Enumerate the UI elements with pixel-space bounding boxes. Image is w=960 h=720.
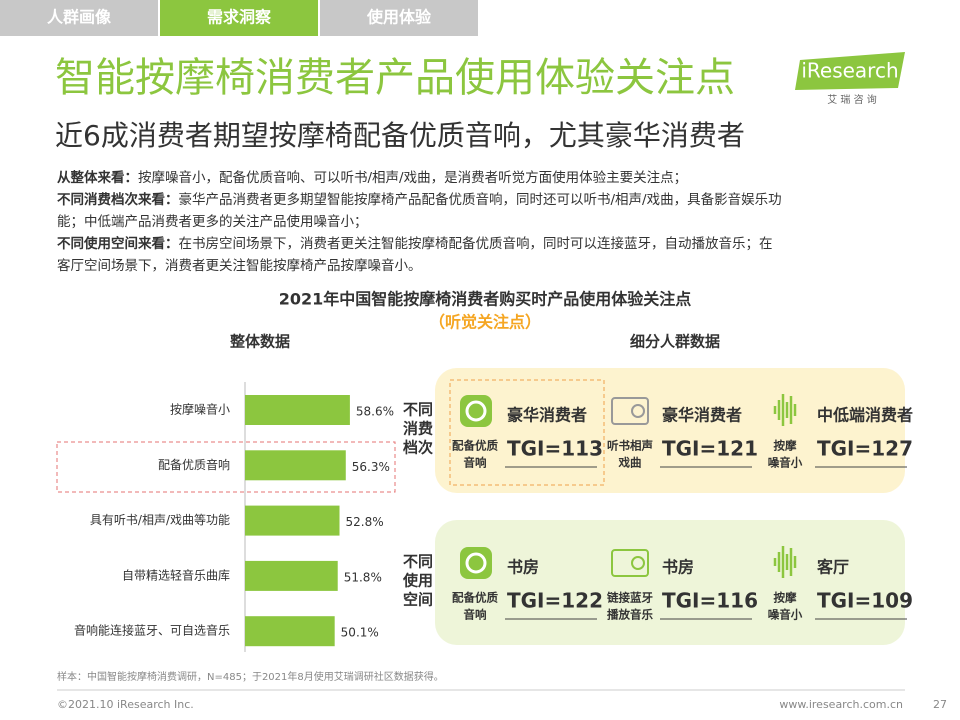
icon-label: 噪音小 (768, 608, 803, 622)
icon (460, 395, 492, 427)
right-heading: 细分人群数据 (630, 333, 720, 351)
paragraph-line: 不同使用空间来看：在书房空间场景下，消费者更关注智能按摩椅配备优质音响，同时可以… (57, 235, 773, 252)
icon (611, 397, 649, 425)
tgi: TGI=109 (817, 589, 913, 613)
tab-label: 需求洞察 (207, 8, 272, 27)
tgi: TGI=127 (817, 437, 913, 461)
icon-label: 按摩 (774, 591, 797, 605)
icon-label: 配备优质 (452, 591, 498, 605)
paragraph-line: 不同消费档次来看：豪华产品消费者更多期望智能按摩椅产品配备优质音响，同时还可以听… (57, 191, 782, 208)
page-number: 27 (933, 698, 947, 711)
icon (611, 549, 649, 577)
category-label: 配备优质音响 (158, 457, 230, 472)
icon-label: 音响 (464, 456, 487, 470)
paragraph-text: 能；中低端产品消费者更多的关注产品使用噪音小； (57, 213, 368, 230)
group-label: 档次 (403, 439, 433, 457)
paragraph-line: 客厅空间场景下，消费者更关注智能按摩椅产品按摩噪音小。 (57, 257, 422, 274)
brand-shape (795, 52, 905, 90)
category-label: 按摩噪音小 (170, 402, 230, 417)
paragraph-label: 不同消费档次来看： (57, 191, 179, 208)
value-label: 50.1% (341, 626, 379, 640)
bar (245, 395, 350, 425)
tgi: TGI=122 (507, 589, 603, 613)
bar (245, 560, 338, 591)
icon-label: 播放音乐 (607, 608, 653, 622)
segment-tag: 豪华消费者 (662, 406, 742, 425)
group-label: 不同 (403, 401, 433, 419)
segment-tag: 书房 (662, 558, 694, 577)
tab-label: 使用体验 (366, 8, 432, 27)
paragraph-label: 从整体来看： (57, 169, 138, 186)
left-heading: 整体数据 (230, 333, 290, 351)
icon (631, 404, 645, 418)
panel (435, 368, 905, 493)
group-label: 消费 (403, 420, 433, 438)
value-label: 51.8% (344, 570, 382, 584)
paragraph-text: 在书房空间场景下，消费者更关注智能按摩椅配备优质音响，同时可以连接蓝牙，自动播放… (179, 235, 773, 252)
bar (245, 616, 335, 647)
value-label: 58.6% (356, 405, 394, 419)
icon (465, 552, 487, 574)
group-label: 不同 (403, 553, 433, 571)
website: www.iresearch.com.cn (779, 698, 903, 711)
category-label: 自带精选轻音乐曲库 (122, 567, 230, 582)
paragraph-text: 按摩噪音小，配备优质音响、可以听书/相声/戏曲，是消费者听觉方面使用体验主要关注… (138, 169, 687, 186)
bar (245, 450, 346, 481)
paragraph-line: 能；中低端产品消费者更多的关注产品使用噪音小； (57, 213, 368, 230)
brand-sub: 艾 瑞 咨 询 (827, 93, 877, 106)
icon-label: 噪音小 (768, 456, 803, 470)
tab (0, 0, 158, 36)
icon-label: 音响 (464, 608, 487, 622)
tab (320, 0, 478, 36)
segment-tag: 豪华消费者 (507, 406, 587, 425)
chart-title: 2021年中国智能按摩椅消费者购买时产品使用体验关注点 (279, 290, 692, 309)
tgi: TGI=113 (507, 437, 603, 461)
icon-label: 戏曲 (618, 456, 642, 470)
tgi: TGI=121 (662, 437, 758, 461)
icon (460, 547, 492, 579)
tab-label: 人群画像 (47, 8, 112, 27)
icon-label: 链接蓝牙 (607, 591, 653, 605)
tgi: TGI=116 (662, 589, 758, 613)
category-label: 具有听书/相声/戏曲等功能 (90, 513, 230, 527)
group-label: 使用 (402, 572, 433, 590)
icon-label: 按摩 (774, 439, 797, 453)
segment-tag: 客厅 (817, 558, 849, 577)
group-label: 空间 (403, 591, 433, 609)
footnote: 样本：中国智能按摩椅消费调研，N=485；于2021年8月使用艾瑞调研社区数据获… (57, 670, 444, 683)
subtitle: 近6成消费者期望按摩椅配备优质音响，尤其豪华消费者 (55, 119, 745, 152)
icon (631, 556, 645, 570)
icon (465, 400, 487, 422)
icon-label: 听书相声 (607, 439, 653, 453)
paragraph-text: 豪华产品消费者更多期望智能按摩椅产品配备优质音响，同时还可以听书/相声/戏曲，具… (179, 191, 782, 208)
tab (160, 0, 318, 36)
brand-name: iResearch (801, 59, 898, 83)
segment-tag: 书房 (507, 558, 539, 577)
highlight-box (56, 441, 396, 493)
paragraph-label: 不同使用空间来看： (57, 235, 179, 252)
value-label: 56.3% (352, 460, 390, 474)
title: 智能按摩椅消费者产品使用体验关注点 (55, 55, 735, 101)
bar (245, 505, 340, 536)
category-label: 音响能连接蓝牙、可自选音乐 (74, 623, 230, 638)
copyright: ©2021.10 iResearch Inc. (57, 698, 194, 711)
value-label: 52.8% (346, 515, 384, 529)
paragraph-text: 客厅空间场景下，消费者更关注智能按摩椅产品按摩噪音小。 (57, 257, 422, 274)
paragraph-line: 从整体来看：按摩噪音小，配备优质音响、可以听书/相声/戏曲，是消费者听觉方面使用… (57, 169, 687, 186)
segment-tag: 中低端消费者 (817, 406, 913, 425)
chart-subtitle: （听觉关注点） (429, 313, 541, 332)
panel (435, 520, 905, 645)
icon-label: 配备优质 (452, 439, 498, 453)
highlight-box (449, 379, 605, 486)
